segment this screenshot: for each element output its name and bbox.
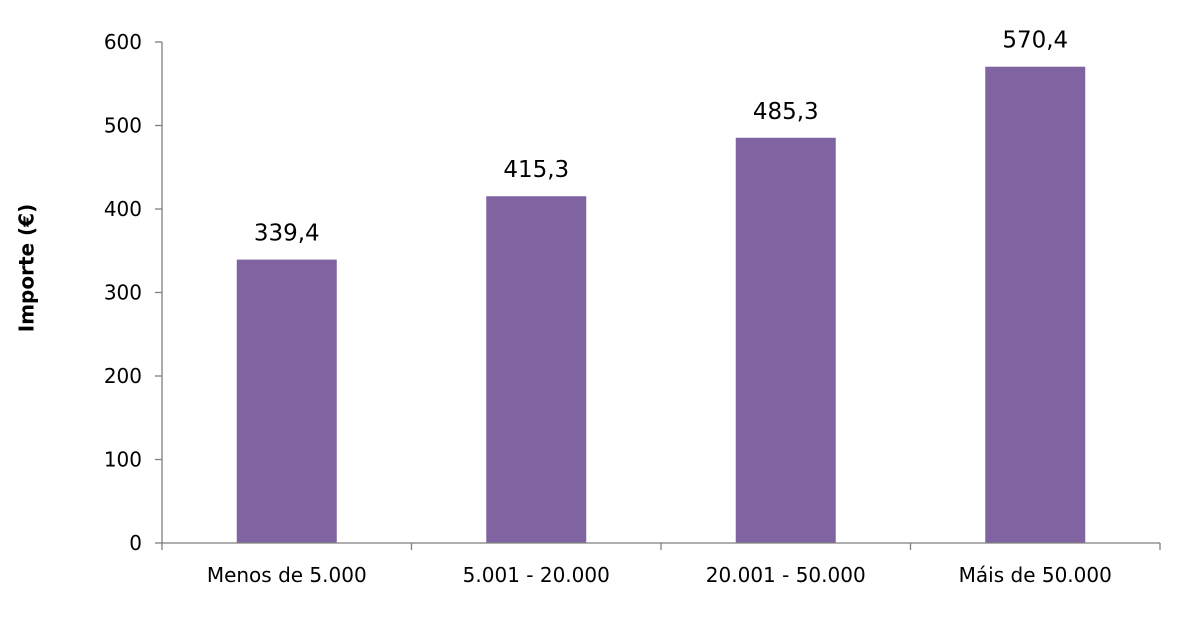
y-tick-label: 100 bbox=[104, 448, 142, 472]
bar-value-label: 485,3 bbox=[753, 99, 819, 125]
y-axis-ticks: 0 100 200 300 400 500 600 bbox=[104, 30, 162, 555]
y-tick-label: 200 bbox=[104, 364, 142, 388]
y-tick-label: 300 bbox=[104, 281, 142, 305]
y-tick-label: 600 bbox=[104, 30, 142, 54]
data-labels: 339,4 415,3 485,3 570,4 bbox=[254, 28, 1068, 247]
bar-value-label: 415,3 bbox=[503, 157, 569, 183]
bar bbox=[486, 196, 587, 544]
bar bbox=[236, 259, 337, 543]
x-tick-label: 5.001 - 20.000 bbox=[463, 563, 610, 587]
x-tick-label: 20.001 - 50.000 bbox=[706, 563, 866, 587]
bar-value-label: 339,4 bbox=[254, 221, 320, 247]
x-tick-label: Menos de 5.000 bbox=[207, 563, 367, 587]
y-tick-label: 0 bbox=[129, 531, 142, 555]
bar bbox=[735, 137, 836, 543]
y-axis-title: Importe (€) bbox=[15, 204, 39, 333]
bar-value-label: 570,4 bbox=[1002, 28, 1068, 54]
y-tick-label: 400 bbox=[104, 197, 142, 221]
x-axis-ticks: Menos de 5.000 5.001 - 20.000 20.001 - 50.… bbox=[161, 543, 1161, 587]
x-tick-label: Máis de 50.000 bbox=[959, 563, 1112, 587]
bar bbox=[985, 66, 1086, 543]
bars bbox=[236, 66, 1086, 544]
y-tick-label: 500 bbox=[104, 114, 142, 138]
